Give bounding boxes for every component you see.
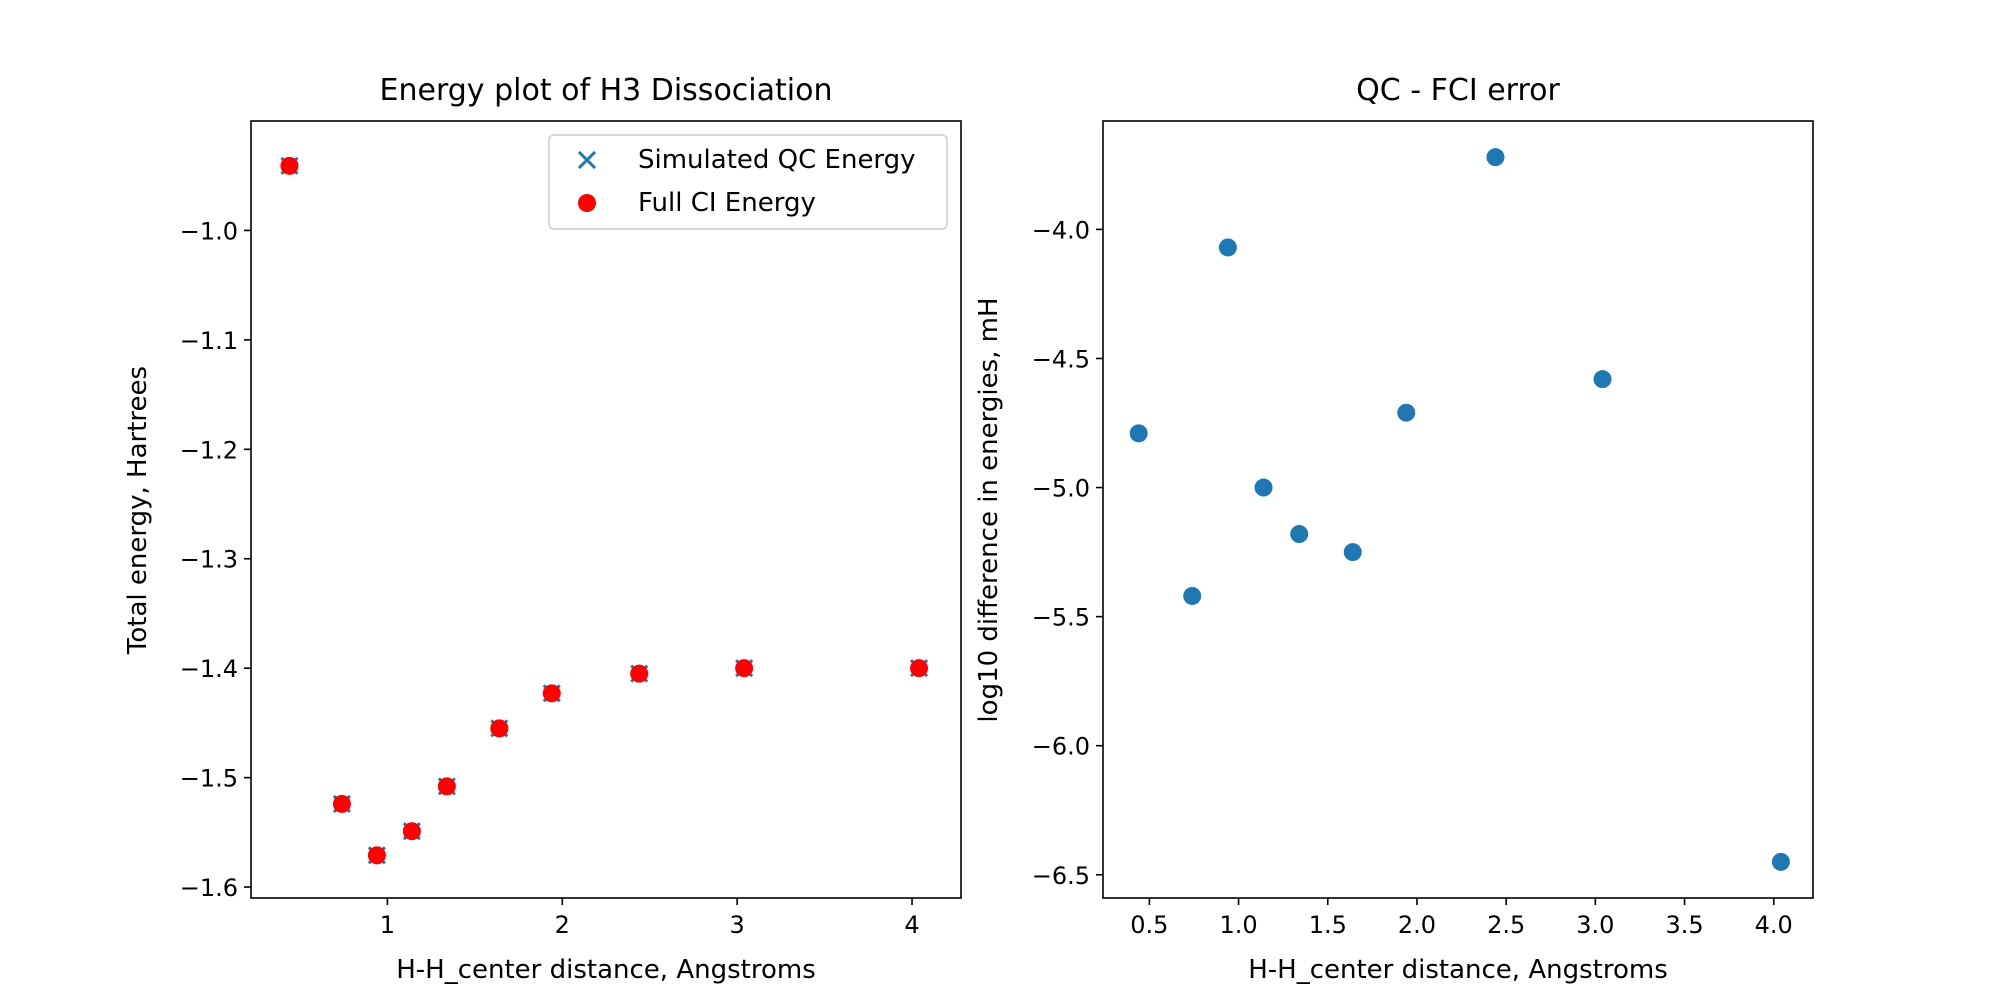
data-point bbox=[1486, 148, 1505, 167]
x-tick-label: 4 bbox=[904, 911, 919, 939]
y-tick-label: −4.0 bbox=[1032, 216, 1090, 244]
legend-label-full-ci-energy: Full CI Energy bbox=[638, 188, 816, 218]
legend-label-simulated-qc-energy: Simulated QC Energy bbox=[638, 145, 916, 175]
error-chart: QC - FCI error H-H_center distance, Angs… bbox=[974, 73, 1814, 985]
x-tick-label: 1.0 bbox=[1219, 911, 1257, 939]
x-tick-label: 3.5 bbox=[1665, 911, 1703, 939]
data-point bbox=[1129, 424, 1148, 443]
data-point bbox=[402, 822, 421, 841]
energy-chart: Energy plot of H3 Dissociation H-H_cente… bbox=[123, 73, 962, 985]
energy-chart-legend: Simulated QC Energy Full CI Energy bbox=[548, 134, 948, 230]
y-tick-label: −1.2 bbox=[180, 436, 238, 464]
x-tick-label: 1 bbox=[380, 911, 395, 939]
error-chart-title: QC - FCI error bbox=[1356, 73, 1560, 108]
x-tick-label: 4.0 bbox=[1755, 911, 1793, 939]
y-tick-label: −1.3 bbox=[180, 546, 238, 574]
data-point bbox=[1290, 525, 1309, 544]
data-point bbox=[630, 664, 649, 683]
y-tick-label: −5.5 bbox=[1032, 604, 1090, 632]
data-point bbox=[490, 719, 509, 738]
data-point bbox=[735, 659, 754, 678]
data-point bbox=[437, 777, 456, 796]
energy-chart-x-axis-label: H-H_center distance, Angstroms bbox=[396, 955, 816, 985]
legend-box bbox=[548, 134, 948, 230]
data-point bbox=[1343, 543, 1362, 562]
y-tick-label: −6.0 bbox=[1032, 733, 1090, 761]
data-point bbox=[1397, 403, 1416, 422]
data-point bbox=[1183, 586, 1202, 605]
x-tick-label: 3.0 bbox=[1576, 911, 1614, 939]
y-tick-label: −6.5 bbox=[1032, 862, 1090, 890]
y-tick-label: −1.1 bbox=[180, 327, 238, 355]
data-point bbox=[1254, 478, 1273, 497]
error-chart-y-axis-label: log10 difference in energies, mH bbox=[974, 297, 1004, 722]
y-tick-label: −5.0 bbox=[1032, 475, 1090, 503]
data-point bbox=[1593, 370, 1612, 389]
energy-chart-marks bbox=[280, 156, 929, 865]
energy-chart-y-axis-label: Total energy, Hartrees bbox=[123, 366, 153, 655]
legend-marker-simulated-qc-energy bbox=[577, 150, 597, 170]
x-tick-label: 2 bbox=[555, 911, 570, 939]
data-point bbox=[280, 156, 299, 175]
y-tick-label: −4.5 bbox=[1032, 345, 1090, 373]
energy-chart-ticks: 1 2 3 4 −1.0 −1.1 −1.2 −1.3 −1.4 −1.5 −1.6 bbox=[180, 217, 920, 939]
error-chart-ticks: 0.5 1.0 1.5 2.0 2.5 3.0 3.5 4.0 −4.0 −4.5 −5.0 −5.5… bbox=[1032, 216, 1793, 939]
x-tick-label: 3 bbox=[730, 911, 745, 939]
y-tick-label: −1.5 bbox=[180, 765, 238, 793]
data-point bbox=[332, 794, 351, 813]
energy-chart-title: Energy plot of H3 Dissociation bbox=[380, 73, 833, 108]
data-point bbox=[542, 684, 561, 703]
x-tick-label: 1.5 bbox=[1309, 911, 1347, 939]
legend-marker-full-ci-energy bbox=[578, 194, 596, 212]
energy-chart-plot-frame bbox=[250, 120, 962, 899]
error-chart-plot-frame bbox=[1102, 120, 1814, 899]
x-tick-label: 2.0 bbox=[1398, 911, 1436, 939]
y-tick-label: −1.0 bbox=[180, 217, 238, 245]
error-chart-marks bbox=[1129, 148, 1790, 871]
data-point bbox=[910, 659, 929, 678]
data-point bbox=[1771, 852, 1790, 871]
x-tick-label: 0.5 bbox=[1130, 911, 1168, 939]
y-tick-label: −1.4 bbox=[180, 655, 238, 683]
data-point bbox=[367, 846, 386, 865]
error-chart-x-axis-label: H-H_center distance, Angstroms bbox=[1248, 955, 1668, 985]
y-tick-label: −1.6 bbox=[180, 874, 238, 902]
x-tick-label: 2.5 bbox=[1487, 911, 1525, 939]
data-point bbox=[1218, 238, 1237, 257]
